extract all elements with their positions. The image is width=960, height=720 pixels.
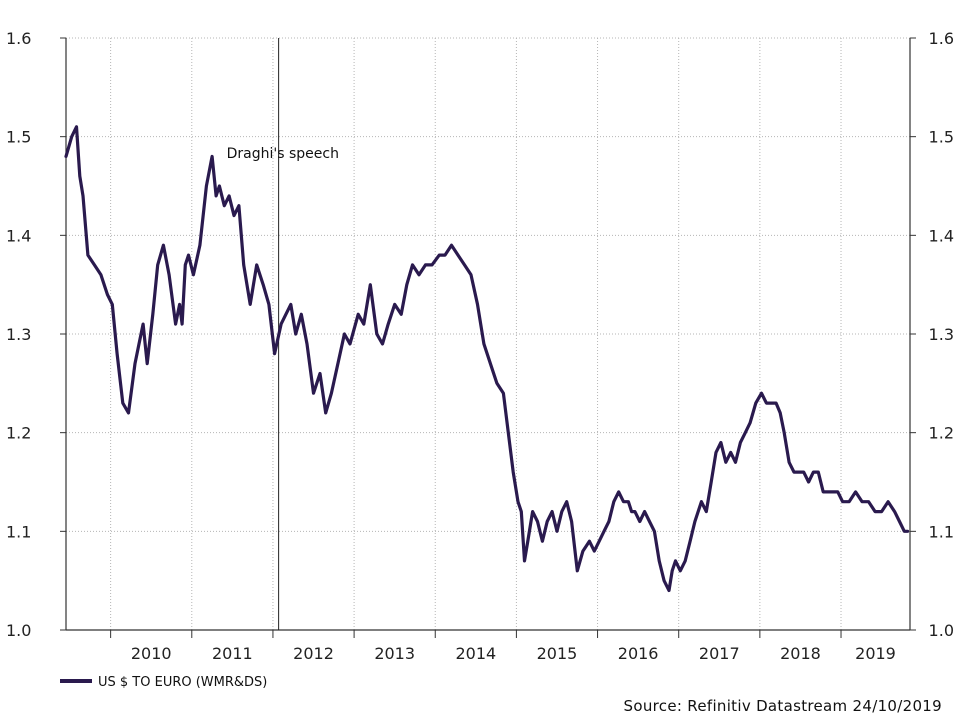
source-label: Source: Refinitiv Datastream 24/10/2019: [624, 697, 942, 715]
y-tick-label-right: 1.2: [929, 424, 954, 443]
y-tick-label-right: 1.0: [929, 621, 954, 640]
series-line: [64, 125, 910, 593]
x-axis-labels: 2010 2011 2012 2013 2014 2015 2016 2017 2018 2019: [131, 644, 896, 663]
y-tick-label-left: 1.0: [6, 621, 31, 640]
legend-label: US $ TO EURO (WMR&DS): [98, 675, 267, 690]
y-axis-left-labels: 1.0 1.1 1.2 1.3 1.4 1.5 1.6: [6, 29, 31, 640]
x-tick-label: 2017: [699, 644, 740, 663]
x-tick-label: 2015: [537, 644, 578, 663]
y-tick-label-left: 1.4: [6, 226, 31, 245]
x-tick-label: 2016: [618, 644, 659, 663]
axes: [60, 37, 916, 638]
series-layer: [64, 125, 910, 593]
y-axis-right-labels: 1.0 1.1 1.2 1.3 1.4 1.5 1.6: [929, 29, 954, 640]
y-tick-label-left: 1.6: [6, 29, 31, 48]
y-tick-label-left: 1.5: [6, 128, 31, 147]
x-tick-label: 2011: [212, 644, 253, 663]
y-tick-label-left: 1.2: [6, 424, 31, 443]
y-tick-label-left: 1.3: [6, 325, 31, 344]
x-tick-label: 2014: [455, 644, 496, 663]
x-tick-label: 2018: [780, 644, 821, 663]
y-tick-label-right: 1.4: [929, 226, 954, 245]
annotation-label: Draghi's speech: [227, 146, 339, 162]
y-tick-label-right: 1.1: [929, 522, 954, 541]
y-tick-label-right: 1.6: [929, 29, 954, 48]
x-tick-label: 2010: [131, 644, 172, 663]
legend: US $ TO EURO (WMR&DS): [60, 675, 267, 690]
y-tick-label-right: 1.5: [929, 128, 954, 147]
x-tick-label: 2013: [374, 644, 415, 663]
y-tick-label-right: 1.3: [929, 325, 954, 344]
y-tick-label-left: 1.1: [6, 522, 31, 541]
x-tick-label: 2019: [855, 644, 896, 663]
grid-lines: [66, 37, 910, 630]
x-tick-label: 2012: [293, 644, 334, 663]
